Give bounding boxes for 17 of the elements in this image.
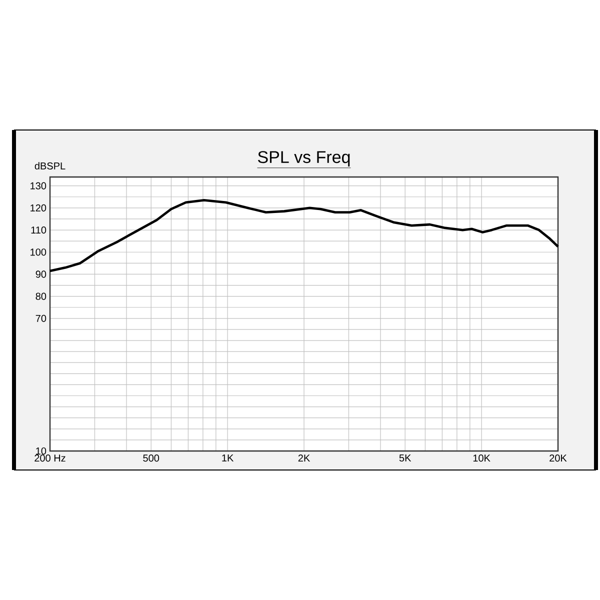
x-tick-label: 20K [550, 454, 567, 462]
y-axis-title: dBSPL [34, 162, 66, 170]
x-tick-label: 2K [298, 454, 310, 462]
x-tick-label: 200 Hz [34, 454, 66, 462]
y-tick-label: 10 [36, 447, 46, 455]
y-tick-label: 90 [36, 270, 46, 278]
y-tick-label: 80 [36, 292, 46, 300]
x-tick-label: 5K [399, 454, 412, 462]
y-tick-label: 100 [30, 248, 46, 256]
y-tick-label: 110 [31, 226, 46, 234]
y-tick-label: 130 [30, 182, 46, 190]
y-tick-label: 70 [36, 314, 46, 322]
x-tick-label: 10K [473, 454, 490, 462]
y-tick-label: 120 [30, 204, 46, 212]
x-tick-label: 1K [222, 454, 234, 462]
x-tick-label: 500 [143, 454, 160, 462]
chart-title: SPL vs Freq [258, 151, 350, 166]
